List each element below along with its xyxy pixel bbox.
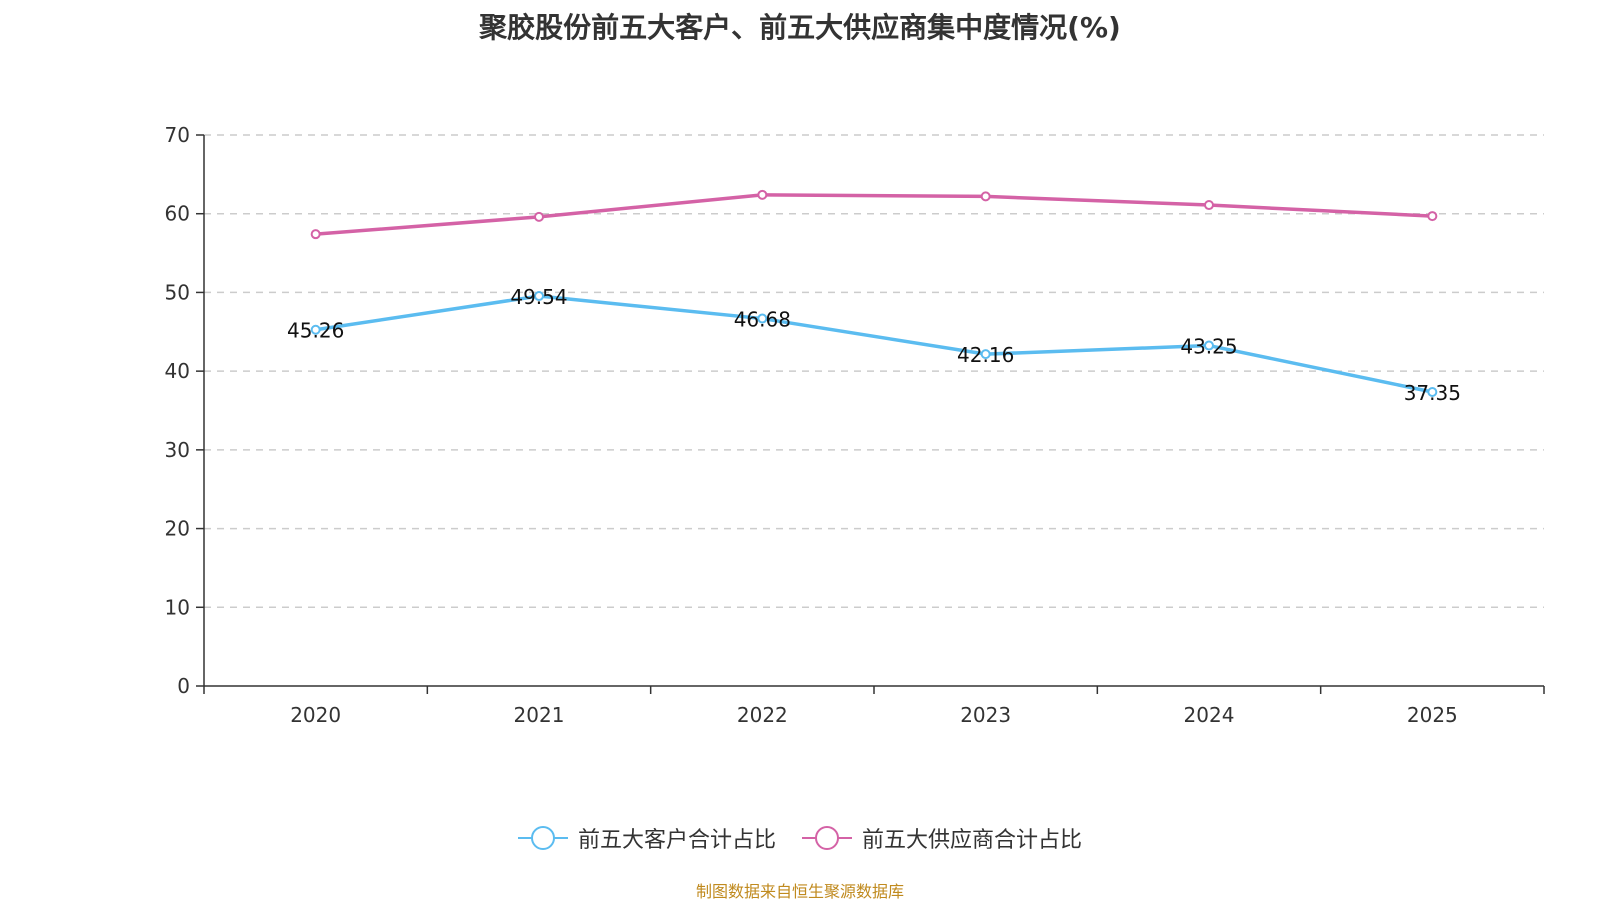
legend: 前五大客户合计占比 前五大供应商合计占比 — [0, 822, 1600, 854]
data-label: 46.68 — [734, 308, 791, 332]
y-tick-label: 60 — [165, 202, 190, 226]
x-tick-label: 2024 — [1184, 703, 1235, 727]
series-line-0 — [315, 294, 1433, 394]
data-point — [1427, 211, 1438, 222]
data-label: 49.54 — [510, 285, 567, 309]
x-tick-label: 2025 — [1407, 703, 1458, 727]
x-tick-label: 2022 — [737, 703, 788, 727]
y-tick-label: 10 — [165, 595, 190, 619]
data-label: 37.35 — [1404, 381, 1461, 405]
chart-title: 聚胶股份前五大客户、前五大供应商集中度情况(%) — [479, 11, 1121, 44]
data-label: 43.25 — [1180, 335, 1237, 359]
data-label: 45.26 — [287, 319, 344, 343]
data-point — [1204, 340, 1214, 351]
legend-marker-customers-icon — [517, 826, 568, 850]
y-tick-label: 70 — [165, 123, 190, 147]
line-chart: 0 10 20 30 40 50 60 70 2020 2021 2022 2023 2024 2025 4… — [165, 123, 1545, 727]
legend-label-customers: 前五大客户合计占比 — [577, 828, 776, 853]
source-note: 制图数据来自恒生聚源数据库 — [695, 882, 904, 901]
data-point — [757, 189, 768, 200]
data-point — [534, 211, 544, 222]
x-tick-label: 2023 — [960, 703, 1011, 727]
y-tick-label: 0 — [177, 674, 190, 698]
data-point — [1427, 387, 1438, 398]
data-label: 42.16 — [957, 343, 1014, 367]
data-point — [310, 229, 321, 240]
series-line-1 — [315, 193, 1433, 236]
x-tick-label: 2021 — [514, 703, 565, 727]
legend-item-suppliers[interactable]: 前五大供应商合计占比 — [802, 822, 1082, 854]
data-point — [310, 324, 321, 335]
legend-marker-suppliers-icon — [802, 826, 852, 850]
data-point — [534, 291, 544, 302]
data-point — [1204, 200, 1214, 211]
data-point — [980, 191, 991, 202]
data-point — [757, 313, 768, 324]
data-point — [980, 349, 991, 360]
legend-item-customers[interactable]: 前五大客户合计占比 — [517, 822, 776, 854]
x-tick-label: 2020 — [290, 703, 341, 727]
y-tick-label: 30 — [165, 438, 190, 462]
y-tick-label: 40 — [165, 359, 190, 383]
y-tick-label: 20 — [165, 517, 190, 541]
y-tick-label: 50 — [165, 280, 190, 304]
legend-label-suppliers: 前五大供应商合计占比 — [862, 828, 1083, 853]
